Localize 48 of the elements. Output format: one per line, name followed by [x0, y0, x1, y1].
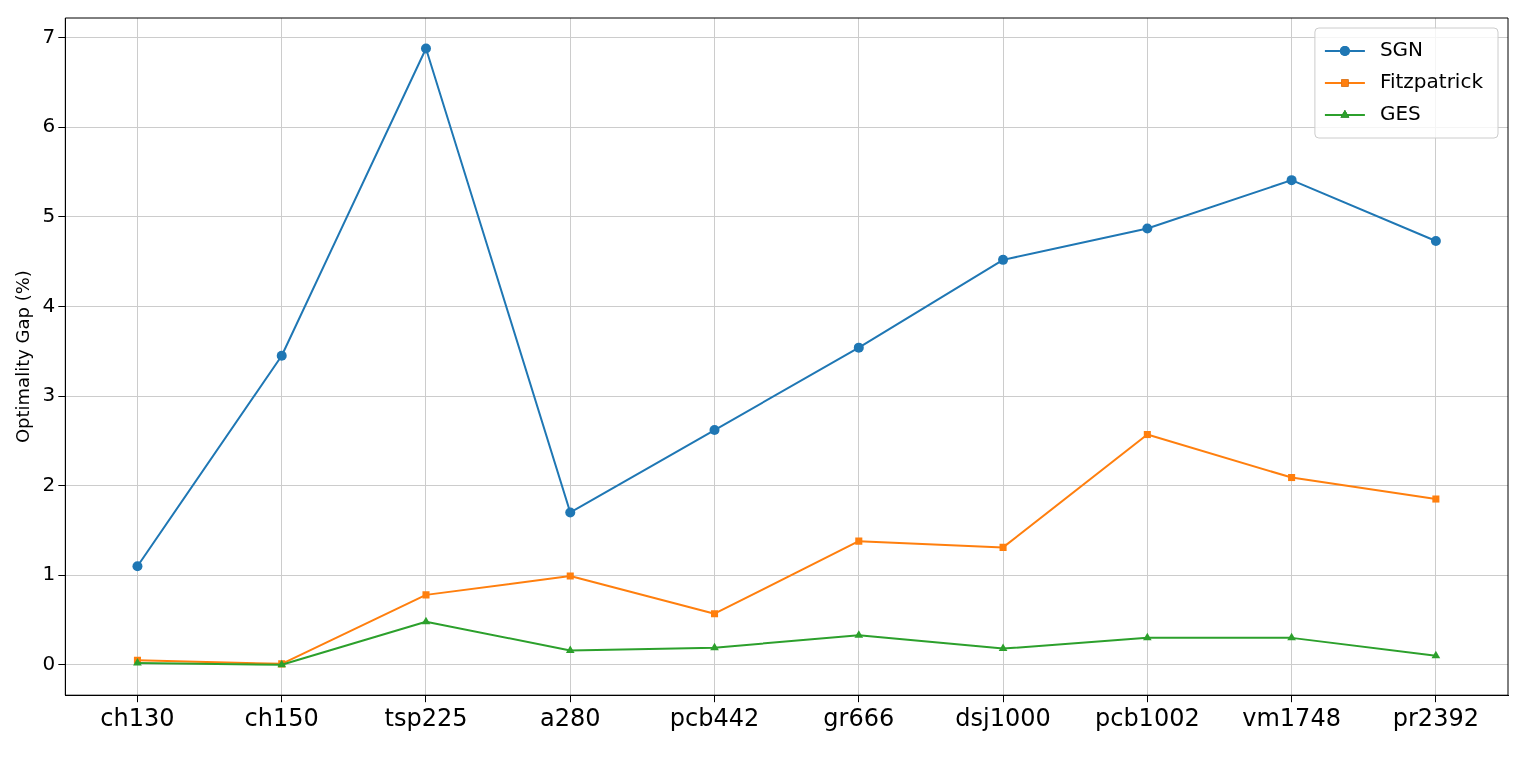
point [565, 507, 576, 518]
point [422, 591, 430, 599]
point [854, 630, 864, 638]
legend-label: GES [1379, 101, 1421, 126]
point [1286, 175, 1297, 186]
y-tick-label: 6 [42, 113, 56, 138]
point [998, 643, 1008, 652]
point [853, 342, 864, 353]
point [1142, 223, 1153, 234]
point [132, 561, 143, 572]
point [999, 543, 1007, 551]
x-tick-label: gr666 [823, 703, 895, 732]
point [1288, 473, 1296, 482]
x-tick-label: ch150 [244, 703, 319, 732]
point [421, 616, 431, 625]
point [276, 350, 287, 361]
point [1430, 236, 1441, 247]
legend-label: SGN [1379, 37, 1424, 62]
point [1143, 431, 1151, 439]
x-tick-label: pcb1002 [1094, 703, 1200, 732]
legend-label: Fitzpatrick [1379, 69, 1484, 94]
y-tick-label: 0 [42, 650, 56, 675]
y-tick-label: 5 [42, 203, 56, 228]
x-tick-label: vm1748 [1242, 703, 1341, 732]
point [1431, 650, 1441, 659]
point [1287, 632, 1296, 641]
point [1143, 632, 1152, 641]
y-tick-label: 3 [42, 382, 56, 407]
y-tick-label: 1 [42, 561, 56, 586]
point [565, 645, 575, 653]
point [566, 572, 574, 580]
x-tick-label: ch130 [100, 703, 175, 732]
y-tick-label: 2 [42, 471, 56, 496]
point [709, 425, 720, 436]
x-tick-label: tsp225 [384, 703, 468, 732]
point [710, 610, 719, 618]
x-tick-label: pcb442 [669, 703, 760, 732]
point [855, 537, 863, 545]
point [420, 43, 431, 54]
x-tick-label: dsj1000 [955, 703, 1051, 732]
x-tick-label: a280 [540, 703, 601, 732]
x-tick-label: pr2392 [1392, 703, 1479, 732]
y-tick-label: 4 [42, 292, 56, 317]
y-tick-label: 7 [42, 23, 56, 48]
point [710, 642, 719, 651]
point [998, 254, 1009, 265]
y-axis-title: Optimality Gap (%) [12, 270, 34, 444]
point [1432, 495, 1440, 503]
